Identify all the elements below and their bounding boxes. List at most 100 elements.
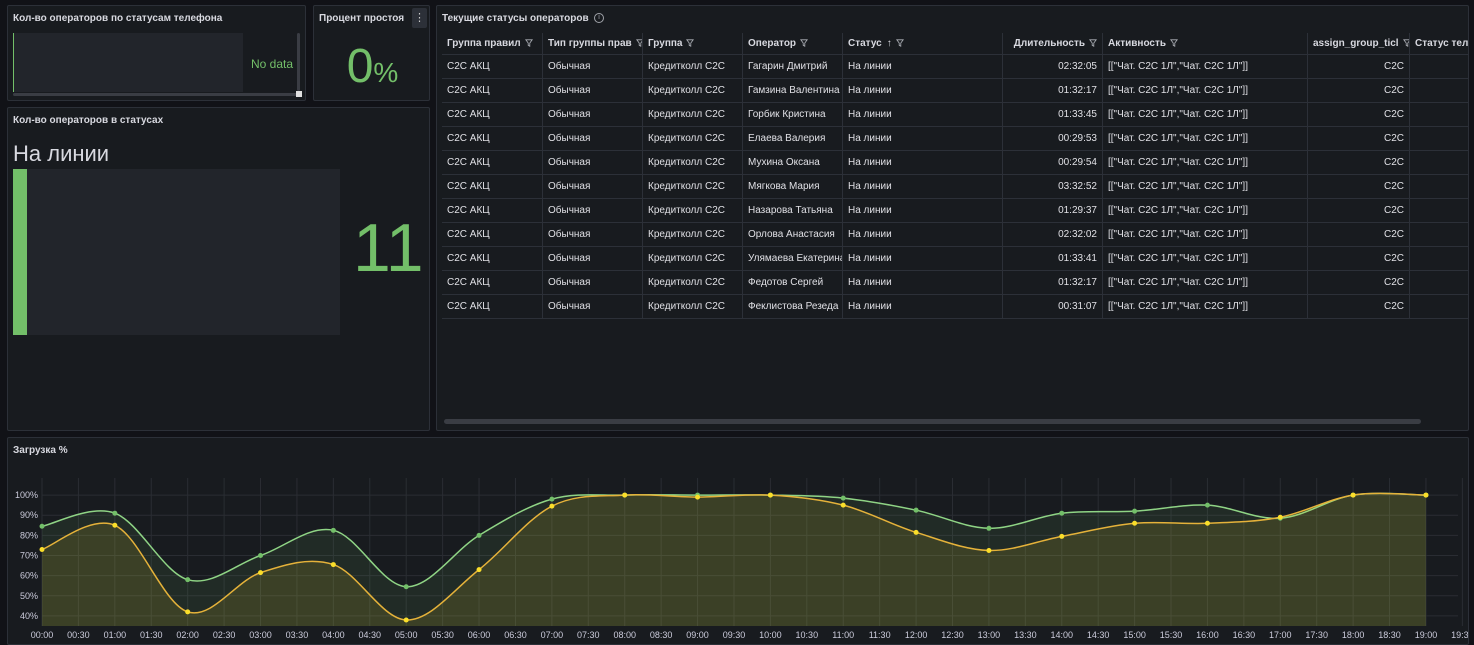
filter-icon[interactable] <box>1089 39 1097 47</box>
table-row[interactable]: C2C АКЦ Обычная Кредитколл C2C Елаева Валер… <box>442 127 1468 151</box>
x-tick-label: 01:30 <box>140 630 163 640</box>
data-point <box>1059 510 1065 516</box>
bar-gauge-track <box>13 169 340 335</box>
table-row[interactable]: C2C АКЦ Обычная Кредитколл C2C Назарова Тат… <box>442 199 1468 223</box>
chart-axis-line <box>13 33 14 92</box>
x-tick-label: 11:30 <box>869 630 891 640</box>
table-cell: 02:32:02 <box>1002 223 1102 246</box>
data-point <box>112 510 118 516</box>
column-header-label: Тип группы прав <box>548 38 632 49</box>
x-tick-label: 16:30 <box>1233 630 1256 640</box>
table-cell: C2C <box>1307 271 1409 294</box>
table-cell: C2C <box>1307 175 1409 198</box>
table-cell: Кредитколл C2C <box>642 79 742 102</box>
table-cell: Назарова Татьяна <box>742 199 842 222</box>
kebab-icon[interactable]: ⋮ <box>412 8 427 28</box>
column-header[interactable]: Группа <box>642 33 742 54</box>
table-cell: C2C <box>1307 151 1409 174</box>
table-cell: Обычная <box>542 175 642 198</box>
x-tick-label: 08:00 <box>613 630 636 640</box>
data-point <box>986 547 992 553</box>
table-cell: C2C АКЦ <box>447 133 490 144</box>
table-row[interactable]: C2C АКЦ Обычная Кредитколл C2C Улямаева Ека… <box>442 247 1468 271</box>
info-icon[interactable]: i <box>594 13 604 23</box>
x-tick-label: 14:30 <box>1087 630 1110 640</box>
table-cell: C2C <box>1307 247 1409 270</box>
table-cell: Кредитколл C2C <box>642 223 742 246</box>
filter-icon[interactable] <box>1170 39 1179 47</box>
x-tick-label: 16:00 <box>1196 630 1219 640</box>
x-tick-label: 15:30 <box>1160 630 1183 640</box>
table-cell: Гамзина Валентина <box>742 79 842 102</box>
table-header-row: Группа правил Тип группы прав Группа Операт… <box>442 33 1469 55</box>
column-header[interactable]: Статус теле <box>1409 33 1469 54</box>
horizontal-scrollbar[interactable] <box>13 93 297 96</box>
data-point <box>913 529 919 535</box>
x-tick-label: 17:00 <box>1269 630 1292 640</box>
data-point <box>476 532 482 538</box>
x-tick-label: 08:30 <box>650 630 673 640</box>
table-cell: Елаева Валерия <box>742 127 842 150</box>
table-cell: Кредитколл C2C <box>642 295 742 318</box>
series-area <box>42 493 1426 626</box>
table-cell: На линии <box>842 199 1002 222</box>
data-point <box>330 527 336 533</box>
table-cell: Обычная <box>542 127 642 150</box>
table-cell <box>1409 295 1468 318</box>
resize-handle[interactable] <box>296 91 302 97</box>
table-row[interactable]: C2C АКЦ Обычная Кредитколл C2C Гамзина Вале… <box>442 79 1468 103</box>
filter-icon[interactable] <box>524 39 533 47</box>
table-cell: C2C <box>1307 199 1409 222</box>
table-cell: Мягкова Мария <box>742 175 842 198</box>
vertical-scrollbar[interactable] <box>297 33 300 91</box>
table-cell: Кредитколл C2C <box>642 175 742 198</box>
column-header-label: Статус <box>848 38 882 49</box>
table-cell: Кредитколл C2C <box>642 103 742 126</box>
filter-icon[interactable] <box>1402 39 1409 47</box>
y-tick-label: 60% <box>20 571 38 581</box>
table-row[interactable]: C2C АКЦ Обычная Кредитколл C2C Горбик Крист… <box>442 103 1468 127</box>
table-row[interactable]: C2C АКЦ Обычная Кредитколл C2C Орлова Анаст… <box>442 223 1468 247</box>
series-area <box>42 493 1426 626</box>
filter-icon[interactable] <box>635 39 642 47</box>
column-header-label: Статус теле <box>1415 38 1469 49</box>
table-cell: [["Чат. C2C 1Л","Чат. C2C 1Л"]] <box>1102 127 1307 150</box>
table-cell <box>1409 103 1468 126</box>
column-header[interactable]: Группа правил <box>442 33 542 54</box>
column-header[interactable]: Оператор <box>742 33 842 54</box>
table-cell: Кредитколл C2C <box>642 55 742 78</box>
filter-icon[interactable] <box>686 39 695 47</box>
sort-ascending-icon[interactable]: ↑ <box>886 38 892 49</box>
filter-icon[interactable] <box>800 39 809 47</box>
table-row[interactable]: C2C АКЦ Обычная Кредитколл C2C Федотов Серг… <box>442 271 1468 295</box>
table-row[interactable]: C2C АКЦ Обычная Кредитколл C2C Мухина Оксан… <box>442 151 1468 175</box>
column-header[interactable]: assign_group_ticl <box>1307 33 1409 54</box>
table-row[interactable]: C2C АКЦ Обычная Кредитколл C2C Мягкова Мари… <box>442 175 1468 199</box>
table-horizontal-scrollbar[interactable] <box>444 419 1421 424</box>
table-cell: C2C <box>1307 295 1409 318</box>
table-row[interactable]: C2C АКЦ Обычная Кредитколл C2C Гагарин Дмит… <box>442 55 1468 79</box>
table-cell: Орлова Анастасия <box>742 223 842 246</box>
column-header[interactable]: Длительность <box>1002 33 1102 54</box>
panel-title: Кол-во операторов в статусах <box>13 115 164 126</box>
column-header[interactable]: Статус ↑ <box>842 33 1002 54</box>
data-point <box>695 494 701 500</box>
y-tick-label: 70% <box>20 551 38 561</box>
column-header-label: Длительность <box>1013 38 1085 49</box>
x-tick-label: 12:00 <box>905 630 928 640</box>
column-header[interactable]: Активность <box>1102 33 1307 54</box>
table-cell: C2C АКЦ <box>447 109 490 120</box>
column-header[interactable]: Тип группы прав <box>542 33 642 54</box>
data-point <box>1350 492 1356 498</box>
data-point <box>1132 520 1138 526</box>
stat-value: 0 <box>346 40 374 93</box>
x-tick-label: 03:30 <box>286 630 309 640</box>
no-data-label: No data <box>251 57 294 71</box>
x-tick-label: 09:30 <box>723 630 746 640</box>
x-tick-label: 14:00 <box>1050 630 1073 640</box>
data-point <box>403 617 409 623</box>
table-cell <box>1409 55 1468 78</box>
filter-icon[interactable] <box>895 39 904 47</box>
table-row[interactable]: C2C АКЦ Обычная Кредитколл C2C Феклистова Р… <box>442 295 1468 319</box>
x-tick-label: 10:00 <box>759 630 782 640</box>
